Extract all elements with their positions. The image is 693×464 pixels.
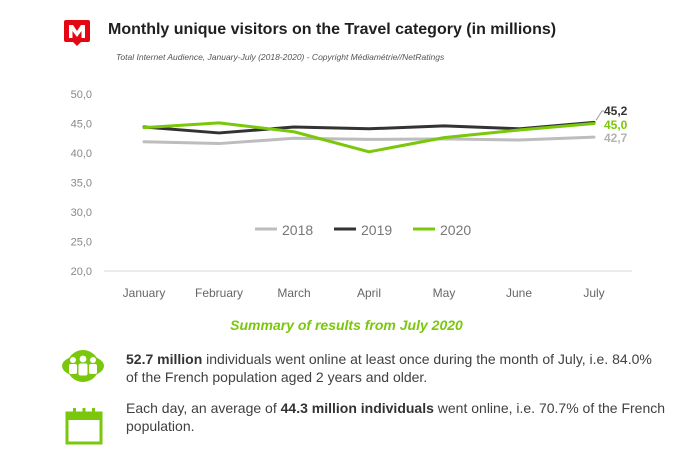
legend-label-2019: 2019 <box>361 222 392 238</box>
x-tick-label: January <box>123 286 166 300</box>
y-tick-label: 45,0 <box>71 119 92 131</box>
people-icon <box>62 350 104 382</box>
summary-title: Summary of results from July 2020 <box>230 317 463 333</box>
summary-rest-monthly: individuals went online at least once du… <box>126 351 652 385</box>
summary-text-daily: Each day, an average of 44.3 million ind… <box>126 399 666 435</box>
chart-title: Monthly unique visitors on the Travel ca… <box>108 21 557 38</box>
series-line-2020 <box>142 121 596 154</box>
mediametrie-logo-icon <box>64 20 90 46</box>
y-tick-label: 20,0 <box>71 266 92 278</box>
x-tick-label: July <box>583 286 604 300</box>
y-tick-label: 40,0 <box>71 148 92 160</box>
y-tick-label: 35,0 <box>71 178 92 190</box>
x-tick-label: April <box>357 286 381 300</box>
summary-item-daily: Each day, an average of 44.3 million ind… <box>62 399 665 459</box>
x-tick-label: June <box>506 286 532 300</box>
summary-item-monthly: 52.7 million individuals went online at … <box>62 350 662 390</box>
x-tick-label: February <box>195 286 243 300</box>
chart-subtitle: Total Internet Audience, January-July (2… <box>116 52 445 62</box>
summary-text-monthly: 52.7 million individuals went online at … <box>126 350 666 386</box>
summary-bold-daily: 44.3 million individuals <box>280 400 434 416</box>
end-label-2020: 45,0 <box>604 118 628 132</box>
x-tick-label: March <box>277 286 310 300</box>
y-tick-label: 50,0 <box>71 89 92 101</box>
summary-bold-monthly: 52.7 million <box>126 351 203 367</box>
y-tick-label: 30,0 <box>71 207 92 219</box>
y-tick-label: 25,0 <box>71 237 92 249</box>
calendar-icon <box>65 408 103 445</box>
end-label-2018: 42,7 <box>604 131 628 145</box>
series-line-2018 <box>142 135 596 146</box>
legend-label-2018: 2018 <box>282 222 313 238</box>
end-label-2019: 45,2 <box>604 104 628 118</box>
legend-label-2020: 2020 <box>440 222 471 238</box>
summary-prefix-daily: Each day, an average of <box>126 400 281 416</box>
summary-rest-daily: went online, i.e. 70.7% of the French po… <box>126 400 666 434</box>
line-chart: 20,0 25,0 30,0 35,0 40,0 45,0 50,0 January Febru… <box>71 89 632 300</box>
x-tick-label: May <box>433 286 456 300</box>
label-leader-2019 <box>595 110 604 121</box>
